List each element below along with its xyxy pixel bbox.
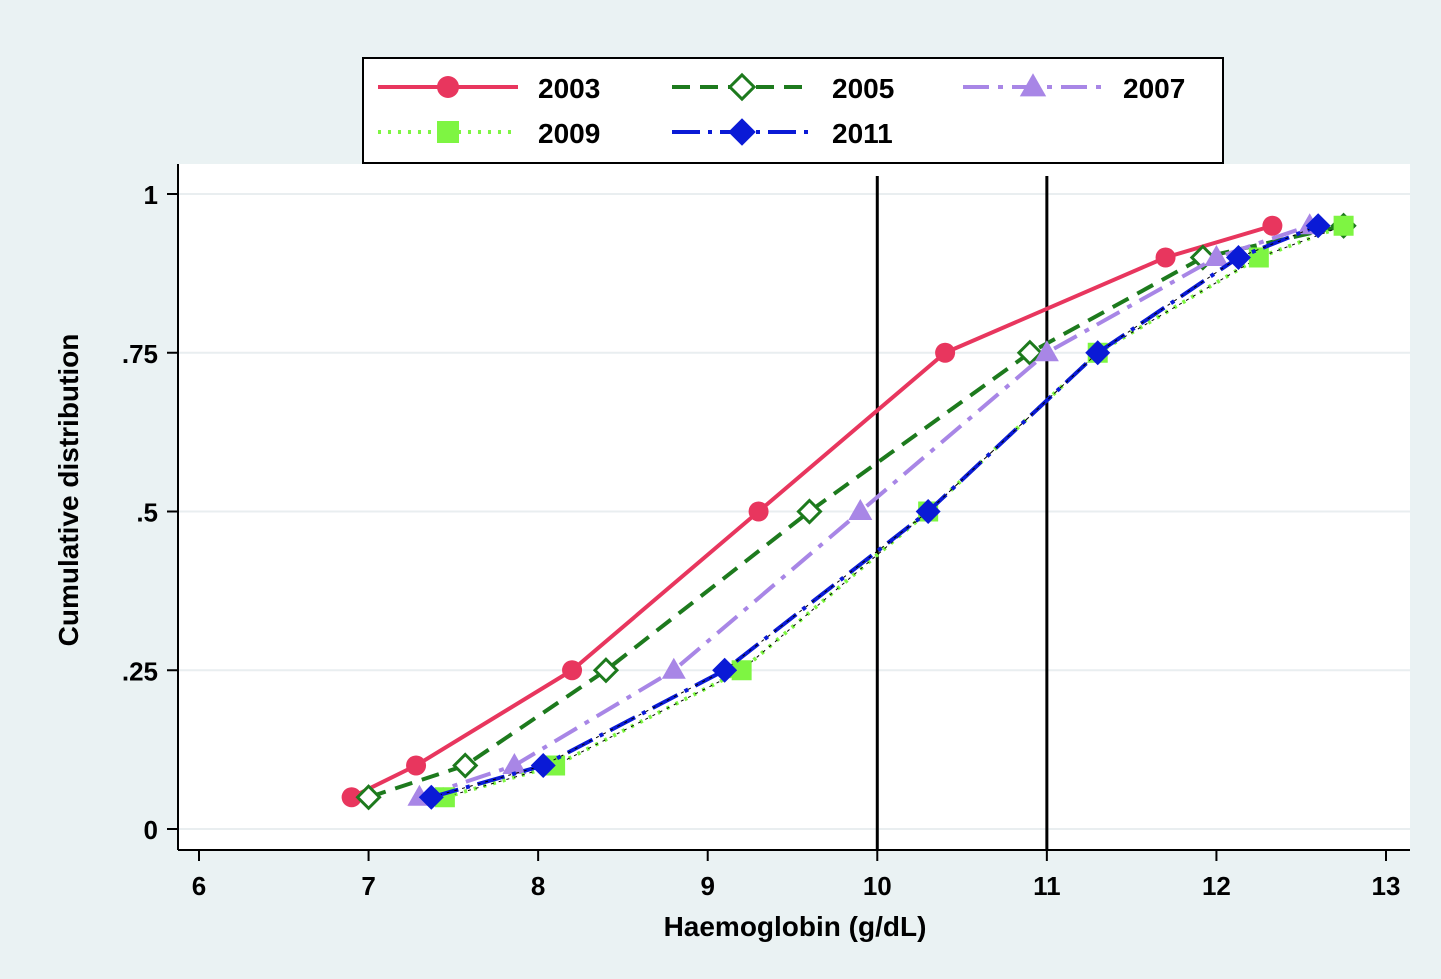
- axes: 6 7 8 9 10 11 12 13 0 .25 .5 .75 1: [122, 164, 1410, 901]
- data-point: [848, 499, 873, 520]
- reference-lines: [875, 176, 1049, 850]
- data-point: [915, 499, 941, 524]
- x-tick-label: 13: [1372, 871, 1401, 901]
- series-layer: [341, 212, 1357, 811]
- x-tick-label: 6: [192, 871, 206, 901]
- legend-box: [362, 57, 1224, 164]
- data-point: [1204, 245, 1229, 266]
- data-point: [1225, 245, 1251, 270]
- data-point: [1034, 340, 1059, 362]
- legend-label: 2011: [832, 118, 893, 149]
- data-point: [592, 657, 620, 684]
- plot-area: [178, 164, 1410, 850]
- data-point: [437, 76, 459, 98]
- series-2003: [341, 215, 1283, 808]
- data-point: [452, 752, 479, 779]
- y-tick-label: .75: [122, 339, 158, 369]
- legend-item-2011: 2011: [672, 118, 893, 149]
- data-point: [562, 660, 583, 681]
- legend-label: 2005: [832, 73, 894, 104]
- y-tick-label: 1: [144, 180, 158, 210]
- data-point: [502, 753, 527, 774]
- data-point: [728, 118, 756, 146]
- x-tick-label: 9: [700, 871, 714, 901]
- data-point: [661, 657, 686, 679]
- x-tick-label: 10: [863, 871, 892, 901]
- legend-label: 2003: [538, 73, 600, 104]
- data-point: [712, 657, 738, 683]
- legend-label: 2009: [538, 118, 600, 149]
- data-point: [727, 72, 757, 102]
- legend-label: 2007: [1123, 73, 1185, 104]
- x-tick-label: 8: [531, 871, 545, 901]
- data-point: [1019, 73, 1047, 97]
- data-point: [406, 755, 427, 776]
- data-point: [1085, 340, 1111, 366]
- y-tick-label: .5: [136, 498, 158, 528]
- data-point: [796, 498, 823, 525]
- x-tick-label: 12: [1202, 871, 1231, 901]
- y-tick-label: 0: [144, 815, 158, 845]
- data-point: [748, 501, 769, 522]
- y-tick-label: .25: [122, 656, 158, 686]
- data-point: [1016, 339, 1044, 366]
- data-point: [355, 784, 382, 811]
- data-point: [341, 787, 362, 808]
- legend-item-2005: 2005: [672, 72, 894, 104]
- data-point: [437, 121, 459, 143]
- data-point: [1155, 247, 1176, 268]
- data-point: [1305, 213, 1331, 239]
- series-2011: [418, 213, 1331, 810]
- y-axis-title: Cumulative distribution: [53, 334, 84, 647]
- legend: 2003 2005 2007 2009 2011: [362, 57, 1224, 164]
- data-point: [731, 660, 752, 681]
- x-tick-label: 11: [1033, 871, 1061, 901]
- data-point: [1333, 215, 1354, 236]
- data-point: [1262, 215, 1283, 236]
- gridlines: [178, 193, 1410, 830]
- data-point: [530, 753, 556, 778]
- legend-item-2009: 2009: [378, 118, 600, 149]
- legend-item-2003: 2003: [378, 73, 600, 104]
- legend-item-2007: 2007: [963, 73, 1185, 104]
- data-point: [935, 342, 956, 363]
- x-axis-title: Haemoglobin (g/dL): [664, 911, 927, 942]
- x-tick-label: 7: [361, 871, 375, 901]
- data-point: [418, 784, 444, 810]
